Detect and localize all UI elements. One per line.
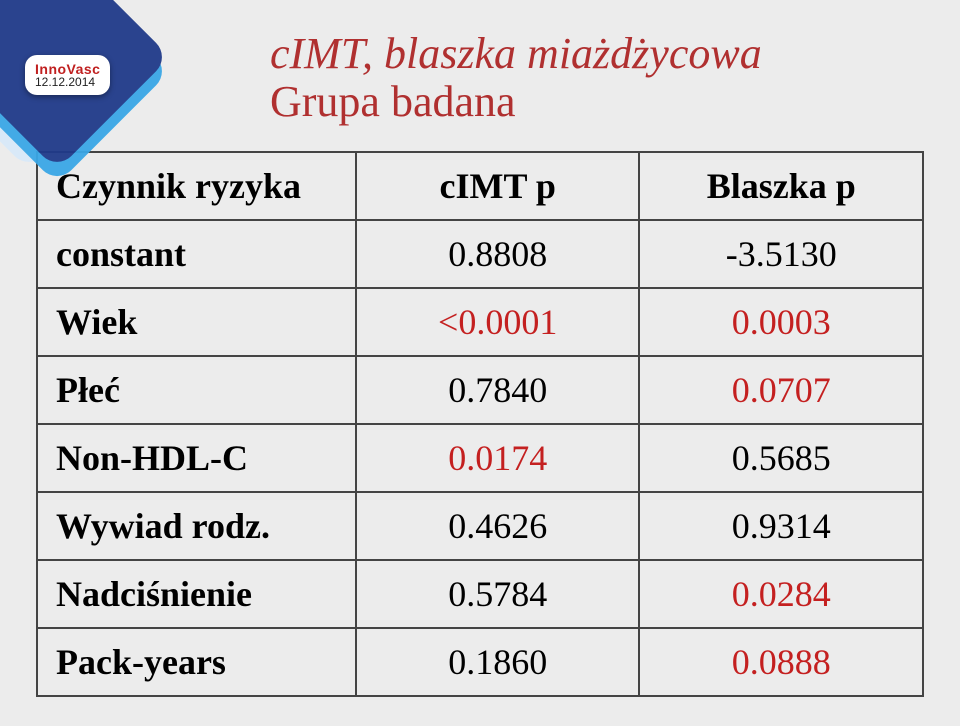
row-cimt-value: 0.7840 — [356, 356, 640, 424]
row-cimt-value: 0.1860 — [356, 628, 640, 696]
table-row: Wiek<0.00010.0003 — [37, 288, 923, 356]
results-table: Czynnik ryzyka cIMT p Blaszka p constant… — [36, 151, 924, 697]
row-label: Nadciśnienie — [37, 560, 356, 628]
table-row: Non-HDL-C0.01740.5685 — [37, 424, 923, 492]
row-blaszka-value: 0.0888 — [639, 628, 923, 696]
slide-title: cIMT, blaszka miażdżycowa Grupa badana — [270, 30, 960, 127]
header-factor: Czynnik ryzyka — [37, 152, 356, 220]
header-blaszka: Blaszka p — [639, 152, 923, 220]
row-label: constant — [37, 220, 356, 288]
table-row: constant0.8808-3.5130 — [37, 220, 923, 288]
row-blaszka-value: 0.0284 — [639, 560, 923, 628]
row-blaszka-value: -3.5130 — [639, 220, 923, 288]
title-sub: Grupa badana — [270, 78, 960, 126]
row-cimt-value: 0.5784 — [356, 560, 640, 628]
table-header-row: Czynnik ryzyka cIMT p Blaszka p — [37, 152, 923, 220]
row-cimt-value: 0.0174 — [356, 424, 640, 492]
row-blaszka-value: 0.5685 — [639, 424, 923, 492]
table-row: Pack-years0.18600.0888 — [37, 628, 923, 696]
title-main: cIMT, blaszka miażdżycowa — [270, 30, 960, 78]
row-blaszka-value: 0.0707 — [639, 356, 923, 424]
table-row: Wywiad rodz.0.46260.9314 — [37, 492, 923, 560]
row-label: Płeć — [37, 356, 356, 424]
row-label: Wywiad rodz. — [37, 492, 356, 560]
row-label: Non-HDL-C — [37, 424, 356, 492]
table-row: Płeć0.78400.0707 — [37, 356, 923, 424]
table-row: Nadciśnienie0.57840.0284 — [37, 560, 923, 628]
row-label: Wiek — [37, 288, 356, 356]
row-cimt-value: 0.4626 — [356, 492, 640, 560]
header-cimt: cIMT p — [356, 152, 640, 220]
row-cimt-value: 0.8808 — [356, 220, 640, 288]
row-blaszka-value: 0.0003 — [639, 288, 923, 356]
row-blaszka-value: 0.9314 — [639, 492, 923, 560]
row-cimt-value: <0.0001 — [356, 288, 640, 356]
row-label: Pack-years — [37, 628, 356, 696]
